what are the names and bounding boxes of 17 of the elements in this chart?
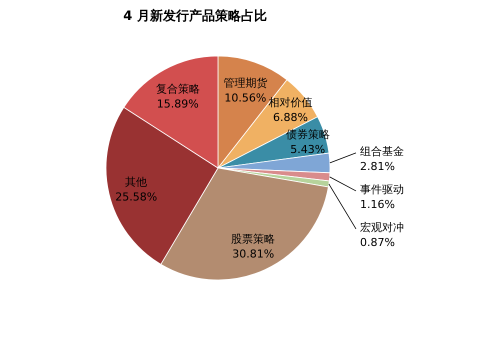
data-label: 0.87% — [360, 236, 395, 249]
data-label: 6.88% — [273, 111, 308, 124]
data-label: 1.16% — [360, 198, 395, 211]
data-label: 25.58% — [115, 190, 158, 204]
slice-label: 事件驱动 — [360, 182, 404, 196]
slice-label: 宏观对冲 — [360, 220, 404, 234]
data-label: 30.81% — [232, 247, 274, 260]
data-label: 5.43% — [290, 142, 326, 156]
slice-label: 其他 — [125, 175, 148, 188]
slice-label: 股票策略 — [231, 232, 276, 246]
data-label: 2.81% — [360, 160, 395, 173]
slice-label: 组合基金 — [360, 144, 404, 158]
data-label: 10.56% — [224, 92, 266, 105]
chart-title: 4 月新发行产品策略占比 — [123, 8, 267, 24]
data-label: 15.89% — [156, 97, 199, 110]
slice-label: 管理期货 — [223, 76, 268, 90]
slice-label: 复合策略 — [156, 82, 200, 96]
